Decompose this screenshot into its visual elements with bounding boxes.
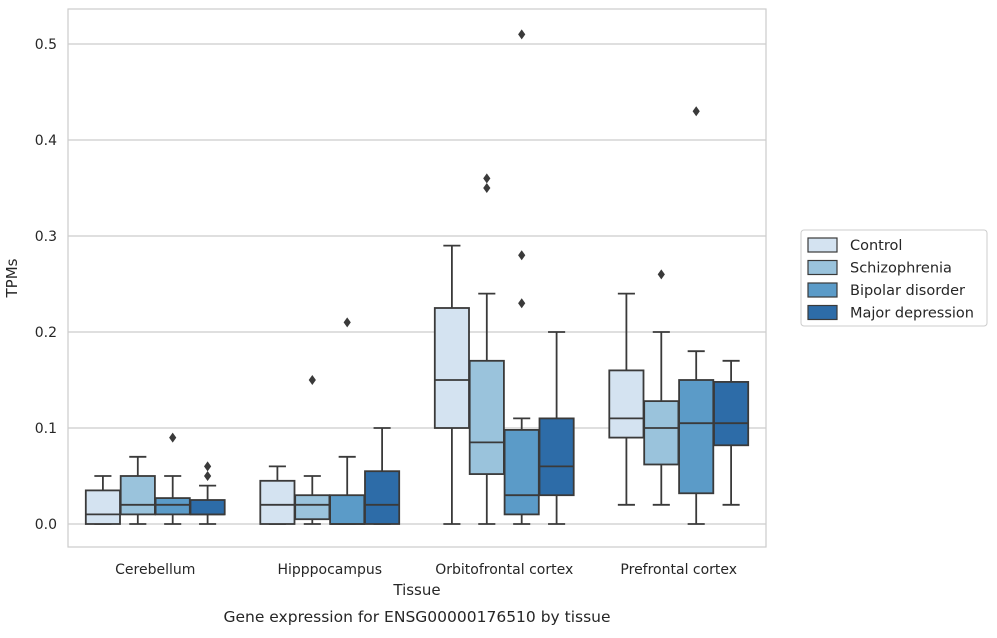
legend-label: Schizophrenia: [850, 261, 952, 277]
box-schizophrenia: [643, 269, 680, 506]
box-body: [538, 417, 575, 497]
box-major-depression: [713, 359, 750, 506]
y-axis-label: TPMs: [3, 258, 21, 298]
box-body: [468, 359, 505, 475]
outlier-point: [204, 461, 212, 472]
y-tick-label: 0.1: [35, 421, 57, 437]
outlier-point: [169, 432, 177, 443]
gridlines: [68, 43, 766, 525]
outlier-point: [483, 183, 491, 193]
x-axis-label: Tissue: [392, 581, 440, 599]
x-tick-label: Prefrontal cortex: [620, 562, 737, 578]
box-bipolar-disorder: [329, 317, 366, 525]
y-axis-ticks: 0.0 0.1 0.2 0.3 0.4 0.5: [35, 37, 57, 533]
plot-frame: [67, 8, 767, 548]
box-body: [643, 400, 680, 466]
legend-swatch: [807, 304, 838, 321]
box-control: [259, 465, 296, 525]
legend-label: Bipolar disorder: [850, 283, 965, 299]
y-tick-label: 0.5: [35, 37, 57, 53]
box-bipolar-disorder: [678, 106, 715, 525]
outlier-point: [343, 317, 351, 328]
box-body: [259, 479, 296, 525]
x-axis-ticks: Cerebellum Hipppocampus Orbitofrontal cort…: [115, 562, 737, 578]
outlier-point: [204, 471, 212, 481]
y-tick-label: 0.3: [35, 229, 57, 245]
box-control: [608, 292, 645, 506]
plot-area: [84, 29, 750, 525]
outlier-point: [518, 298, 526, 309]
box-body: [364, 470, 401, 525]
legend-swatch: [807, 259, 838, 276]
legend-swatch: [807, 282, 838, 298]
outlier-point: [692, 106, 700, 117]
x-tick-label: Cerebellum: [115, 562, 195, 578]
box-control: [433, 244, 470, 525]
box-schizophrenia: [294, 375, 331, 525]
box-body: [678, 379, 715, 495]
box-body: [329, 494, 366, 525]
outlier-point: [483, 173, 491, 184]
box-major-depression: [538, 331, 575, 525]
legend-label: Control: [850, 238, 902, 254]
box-body: [433, 307, 470, 429]
box-control: [84, 475, 121, 525]
box-body: [713, 381, 750, 447]
legend-frame: [800, 229, 988, 327]
box-body: [154, 497, 191, 516]
x-tick-label: Orbitofrontal cortex: [435, 562, 573, 578]
legend: Control Schizophrenia Bipolar disorder Majo…: [800, 229, 988, 327]
outlier-point: [518, 250, 526, 261]
box-body: [294, 494, 331, 521]
y-tick-label: 0.2: [35, 325, 57, 341]
y-tick-label: 0.0: [35, 517, 57, 533]
box-body: [84, 489, 121, 525]
box-schizophrenia: [119, 455, 156, 525]
box-major-depression: [364, 427, 401, 525]
box-bipolar-disorder: [503, 29, 540, 525]
box-body: [189, 499, 226, 516]
box-body: [503, 429, 540, 516]
box-major-depression: [189, 461, 226, 525]
outlier-point: [308, 375, 316, 385]
box-body: [119, 475, 156, 516]
box-schizophrenia: [468, 173, 505, 525]
outlier-point: [657, 269, 665, 280]
x-tick-label: Hipppocampus: [277, 562, 382, 578]
legend-swatch: [807, 237, 838, 253]
figure-caption: Gene expression for ENSG00000176510 by t…: [223, 608, 610, 626]
y-tick-label: 0.4: [35, 133, 57, 149]
box-bipolar-disorder: [154, 432, 191, 525]
box-body: [608, 369, 645, 439]
legend-label: Major depression: [850, 306, 974, 322]
outlier-point: [518, 29, 526, 40]
